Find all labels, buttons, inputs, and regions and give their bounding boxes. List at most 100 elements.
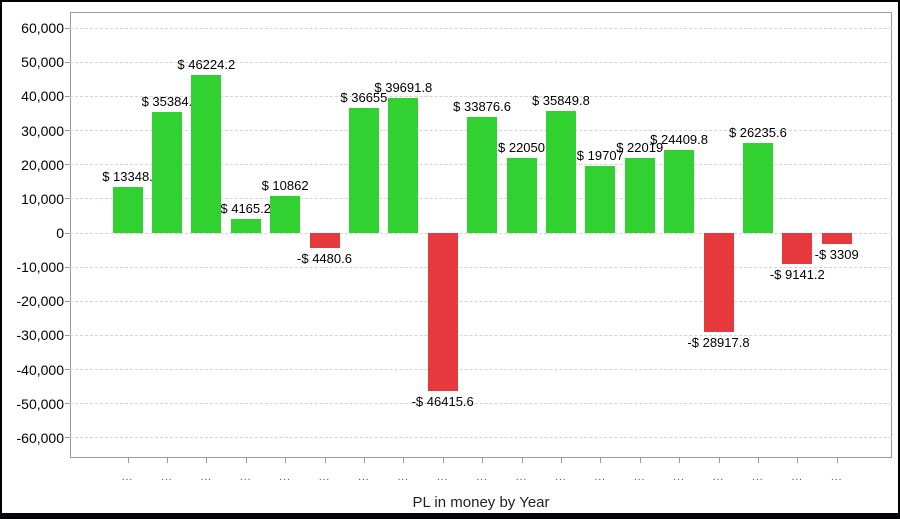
y-axis-tick-label: -20,000 (16, 293, 64, 310)
x-axis-tick (363, 458, 365, 463)
x-axis-tick (836, 458, 838, 463)
x-axis-tick (127, 458, 129, 463)
y-axis-tick-label: 40,000 (21, 88, 64, 105)
gridline (70, 403, 892, 405)
bar (388, 98, 419, 233)
y-axis-tick (65, 403, 70, 405)
bar-value-label: $ 36655 (340, 90, 388, 105)
x-axis-tick-label: ... (831, 472, 843, 483)
bar-value-label: -$ 28917.8 (687, 335, 750, 350)
bar (782, 233, 813, 264)
y-axis-tick (65, 95, 70, 97)
bar (427, 233, 458, 391)
bar (348, 108, 379, 233)
bar-value-label: -$ 46415.6 (411, 394, 474, 409)
y-axis-tick-label: -60,000 (16, 429, 64, 446)
bar (821, 233, 852, 244)
x-axis-tick (442, 458, 444, 463)
bar-value-label: $ 35849.8 (531, 93, 590, 108)
gridline (70, 266, 892, 268)
y-axis-tick (65, 266, 70, 268)
window-bottom-edge (2, 513, 898, 517)
bar-value-label: $ 22019 (616, 140, 664, 155)
x-axis-tick-label: ... (437, 472, 449, 483)
y-axis-tick (65, 334, 70, 336)
gridline (70, 61, 892, 63)
bar (467, 117, 498, 233)
bar (664, 150, 695, 233)
y-axis-tick-label: -40,000 (16, 361, 64, 378)
y-axis-tick-label: 0 (56, 225, 64, 241)
x-axis-tick (797, 458, 799, 463)
x-axis-tick-label: ... (752, 472, 764, 483)
y-axis-tick-label: 60,000 (21, 20, 64, 37)
gridline (70, 232, 892, 234)
y-axis-tick (65, 198, 70, 200)
x-axis-tick (245, 458, 247, 463)
bar (270, 196, 301, 233)
bar (545, 111, 576, 233)
x-axis-tick-label: ... (515, 472, 528, 483)
y-axis-tick (65, 232, 70, 234)
x-axis-tick-label: ... (318, 472, 331, 483)
x-axis-tick-label: ... (240, 472, 252, 483)
x-axis-tick (639, 458, 641, 463)
bar-value-label: $ 26235.6 (728, 125, 787, 140)
x-axis-tick-label: ... (358, 472, 370, 483)
x-axis-tick (521, 458, 523, 463)
y-axis-tick (65, 164, 70, 166)
gridline (70, 27, 892, 29)
bar-value-label: $ 10862 (261, 178, 309, 193)
bar-value-label: -$ 4480.6 (297, 251, 352, 266)
y-axis-tick-label: 10,000 (21, 190, 64, 207)
bar-value-label: $ 13348. (102, 169, 153, 184)
x-axis-tick-label: ... (397, 472, 409, 483)
y-axis-tick-label: -50,000 (16, 395, 64, 412)
bar-value-label: $ 39691.8 (374, 80, 433, 95)
bar-value-label: $ 35384. (141, 94, 193, 109)
y-axis-tick (65, 27, 70, 29)
bar-value-label: $ 19707 (576, 148, 624, 163)
x-axis-tick (324, 458, 326, 463)
x-axis-tick-label: ... (476, 472, 488, 483)
gridline (70, 334, 892, 336)
y-axis-tick (65, 437, 70, 439)
x-axis-tick-label: ... (673, 472, 685, 483)
x-axis-tick (403, 458, 405, 463)
bar-value-label: $ 4165.2 (220, 201, 271, 216)
y-axis-tick-label: -10,000 (16, 259, 64, 276)
x-axis-tick-label: ... (555, 472, 567, 483)
bar (230, 219, 261, 233)
y-axis-tick (65, 300, 70, 302)
x-axis-tick-label: ... (200, 472, 212, 483)
bar (703, 233, 734, 332)
bar-value-label: -$ 9141.2 (769, 267, 825, 282)
bar-value-label: $ 24409.8 (650, 132, 709, 147)
x-axis-tick (757, 458, 759, 463)
x-axis-tick-label: ... (121, 472, 134, 483)
bar-value-label: $ 33876.6 (453, 99, 512, 114)
bar (309, 233, 340, 248)
bar (191, 75, 222, 233)
bar (742, 143, 773, 233)
bar (506, 158, 537, 233)
x-axis-tick (600, 458, 602, 463)
x-axis-tick-label: ... (279, 472, 291, 483)
x-axis-tick (560, 458, 562, 463)
bar (151, 112, 182, 233)
x-axis-tick-label: ... (791, 472, 803, 483)
y-axis-tick (65, 369, 70, 371)
y-axis-tick-label: 20,000 (21, 156, 64, 173)
y-axis-tick-label: 30,000 (21, 122, 64, 139)
x-axis-tick (206, 458, 208, 463)
x-axis-tick (285, 458, 287, 463)
chart-title: PL in money by Year (412, 494, 550, 511)
gridline (70, 437, 892, 439)
x-axis-tick-label: ... (594, 472, 606, 483)
x-axis-tick (679, 458, 681, 463)
x-axis-tick (482, 458, 484, 463)
gridline (70, 300, 892, 302)
bar-value-label: $ 22050 (498, 140, 545, 155)
y-axis-tick-label: 50,000 (21, 54, 64, 71)
